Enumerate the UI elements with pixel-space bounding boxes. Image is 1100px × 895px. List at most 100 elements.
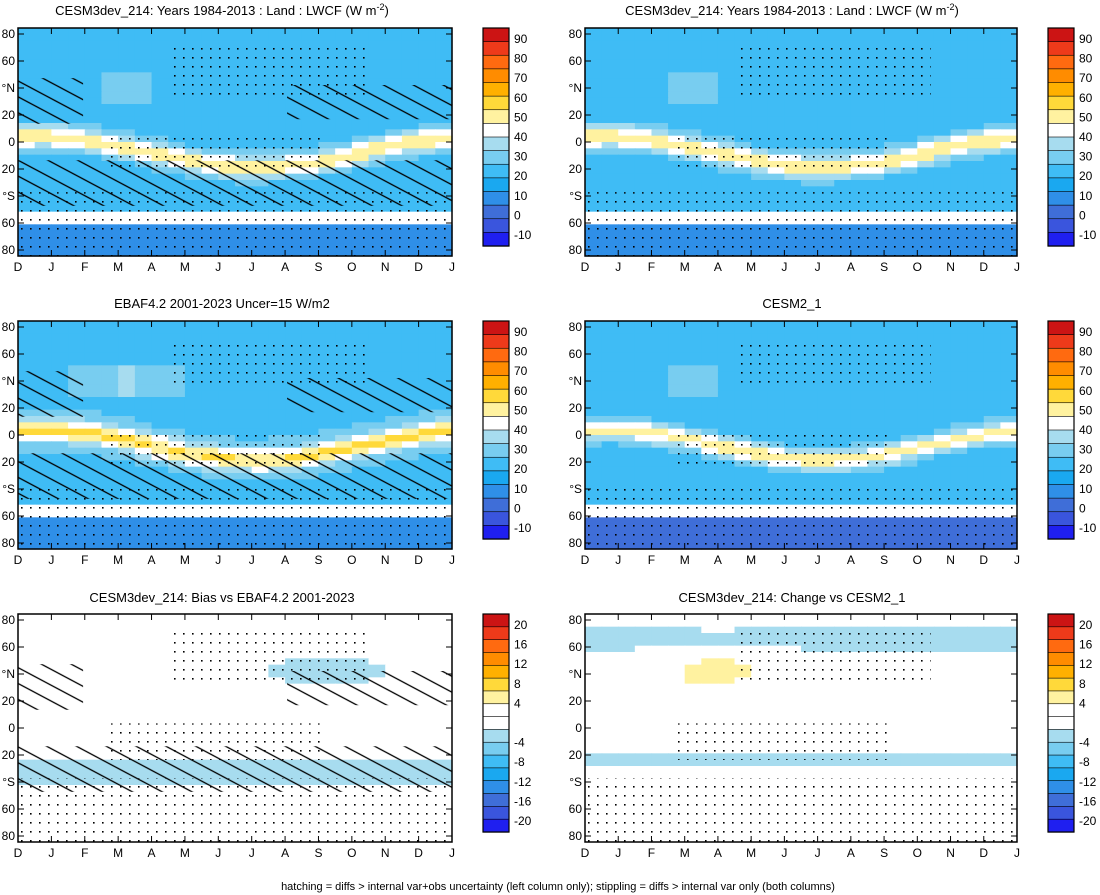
field-cell bbox=[168, 403, 186, 411]
field-cell bbox=[201, 327, 219, 335]
field-cell bbox=[34, 34, 52, 42]
field-cell bbox=[184, 327, 203, 335]
field-cell bbox=[867, 321, 885, 328]
field-cell bbox=[601, 466, 619, 474]
field-cell bbox=[834, 40, 852, 48]
field-cell bbox=[118, 709, 136, 716]
field-cell bbox=[734, 97, 752, 105]
field-cell bbox=[418, 633, 436, 640]
field-cell bbox=[933, 473, 952, 480]
field-cell bbox=[68, 321, 86, 328]
field-cell bbox=[651, 123, 669, 130]
field-cell bbox=[134, 702, 153, 710]
field-cell bbox=[734, 173, 752, 181]
field-cell bbox=[201, 321, 219, 328]
field-cell bbox=[435, 28, 453, 35]
field-cell bbox=[684, 397, 702, 404]
field-cell bbox=[734, 180, 752, 187]
field-cell bbox=[335, 435, 353, 442]
field-cell bbox=[401, 371, 420, 379]
field-cell bbox=[618, 371, 636, 379]
field-cell bbox=[418, 435, 436, 442]
field-cell bbox=[84, 409, 103, 417]
field-cell bbox=[933, 104, 952, 111]
field-cell bbox=[68, 441, 86, 449]
field-cell bbox=[900, 116, 918, 124]
field-cell bbox=[867, 422, 885, 430]
field-cell bbox=[884, 409, 902, 417]
field-cell bbox=[701, 359, 719, 366]
field-cell bbox=[900, 473, 918, 480]
field-cell bbox=[1000, 142, 1018, 149]
field-cell bbox=[983, 422, 1001, 430]
field-cell bbox=[51, 652, 69, 659]
field-cell bbox=[751, 466, 769, 474]
field-cell bbox=[668, 416, 686, 423]
field-cell bbox=[933, 154, 952, 162]
x-tick-label: O bbox=[347, 553, 356, 567]
field-cell bbox=[101, 384, 119, 392]
field-cell bbox=[51, 709, 69, 716]
field-cell bbox=[651, 97, 669, 105]
field-cell bbox=[701, 104, 719, 111]
field-cell bbox=[168, 409, 186, 417]
field-cell bbox=[817, 129, 835, 137]
field-cell bbox=[235, 116, 253, 124]
field-cell bbox=[134, 365, 153, 373]
field-cell bbox=[684, 321, 702, 328]
field-cell bbox=[634, 116, 653, 124]
field-cell bbox=[618, 321, 636, 328]
field-cell bbox=[668, 340, 686, 347]
field-cell bbox=[435, 664, 453, 672]
field-cell bbox=[601, 352, 619, 360]
colorbar-swatch bbox=[482, 347, 510, 363]
field-cell bbox=[84, 116, 103, 124]
field-cell bbox=[784, 123, 802, 130]
field-cell bbox=[651, 28, 669, 35]
field-cell bbox=[651, 148, 669, 156]
field-cell bbox=[318, 709, 336, 716]
field-cell bbox=[418, 728, 436, 735]
x-tick-label: F bbox=[81, 553, 88, 567]
field-cell bbox=[218, 715, 236, 723]
field-cell bbox=[84, 683, 103, 691]
field-cell bbox=[933, 129, 952, 137]
colorbar-label: 0 bbox=[514, 501, 521, 515]
field-cell bbox=[418, 66, 436, 73]
hatch-south bbox=[18, 453, 452, 499]
field-cell bbox=[435, 658, 453, 666]
field-cell bbox=[368, 633, 386, 640]
field-cell bbox=[717, 359, 736, 366]
field-cell bbox=[967, 91, 985, 99]
field-cell bbox=[585, 333, 603, 341]
field-cell bbox=[983, 110, 1001, 118]
field-cell bbox=[335, 135, 353, 143]
field-cell bbox=[101, 321, 119, 328]
field-cell bbox=[201, 110, 219, 118]
field-cell bbox=[68, 626, 86, 634]
field-cell bbox=[151, 40, 169, 48]
colorbar-swatch bbox=[1047, 456, 1075, 472]
field-cell bbox=[401, 352, 420, 360]
field-cell bbox=[950, 110, 968, 118]
y-tick-label: °S bbox=[2, 189, 15, 203]
field-cell bbox=[368, 734, 386, 742]
colorbar-swatch bbox=[1047, 123, 1075, 138]
field-cell bbox=[285, 40, 303, 48]
field-cell bbox=[585, 34, 603, 42]
field-cell bbox=[884, 180, 902, 187]
field-cell bbox=[418, 346, 436, 354]
field-cell bbox=[151, 321, 169, 328]
field-cell bbox=[84, 721, 103, 729]
field-cell bbox=[418, 416, 436, 423]
field-cell bbox=[983, 129, 1001, 137]
field-cell bbox=[134, 359, 153, 366]
field-cell bbox=[268, 104, 286, 111]
field-cell bbox=[84, 28, 103, 35]
field-cell bbox=[251, 321, 269, 328]
field-cell bbox=[933, 53, 952, 61]
field-cell bbox=[618, 154, 636, 162]
y-tick-label: °S bbox=[569, 189, 582, 203]
